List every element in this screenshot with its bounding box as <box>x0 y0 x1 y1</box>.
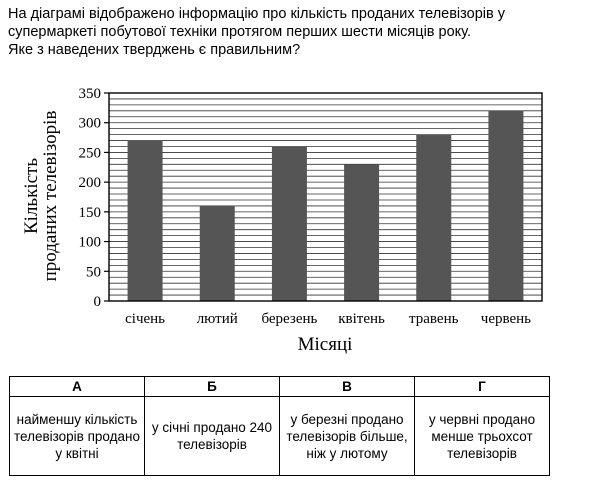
option-d-header: Г <box>414 376 550 397</box>
y-tick-label: 0 <box>94 294 102 310</box>
option-b-text: у січні продано 240 телевізорів <box>144 396 280 476</box>
question-line: супермаркеті побутової техніки протягом … <box>8 24 471 40</box>
x-tick-label: травень <box>409 311 459 327</box>
x-tick-label: січень <box>125 311 165 327</box>
question-line: На діаграмі відображено інформацію про к… <box>8 6 505 22</box>
y-tick-label: 50 <box>86 264 101 280</box>
y-axis-label-line-1: Кількість <box>21 158 42 234</box>
bar <box>344 164 380 301</box>
x-tick-label: лютий <box>197 311 238 327</box>
option-c-header: В <box>279 376 415 397</box>
x-tick-label: квітень <box>338 311 385 327</box>
chart-bars <box>127 110 524 301</box>
option-a-text: найменшу кількість телевізорів продано у… <box>9 396 145 476</box>
option-a-header: А <box>9 376 145 397</box>
bar <box>416 134 452 301</box>
y-tick-label: 350 <box>79 86 102 102</box>
option-b-header: Б <box>144 376 280 397</box>
x-tick-labels: січень лютий березень квітень травень червень <box>125 311 531 327</box>
y-tick-label: 150 <box>79 205 102 221</box>
option-d-text: у червні продано менше трьохсот телевізо… <box>414 396 550 476</box>
bar <box>127 140 163 301</box>
bar <box>199 205 235 301</box>
y-tick-labels: 0 50 100 150 200 250 300 350 <box>79 86 102 310</box>
x-axis-label: Місяці <box>298 334 353 355</box>
bar <box>488 110 524 301</box>
question-text: На діаграмі відображено інформацію про к… <box>8 5 598 59</box>
x-tick-label: березень <box>261 311 317 327</box>
chart-grid <box>109 92 542 302</box>
question-line: Яке з наведених тверджень є правильним? <box>8 42 301 58</box>
y-tick-label: 200 <box>79 175 102 191</box>
x-tick-label: червень <box>481 311 531 327</box>
bar <box>271 146 307 301</box>
y-axis-label-line-2: проданих телевізорів <box>40 111 61 282</box>
answer-options-table: А Б В Г найменшу кількість телевізорів п… <box>9 376 550 476</box>
bar-chart: 0 50 100 150 200 250 300 350 січень лютий березен… <box>21 86 543 355</box>
y-tick-label: 100 <box>79 235 102 251</box>
chart-axes <box>104 92 543 302</box>
y-tick-label: 300 <box>79 116 102 132</box>
option-c-text: у березні продано телевізорів більше, ні… <box>279 396 415 476</box>
plot-frame <box>108 92 543 302</box>
y-tick-label: 250 <box>79 145 102 161</box>
